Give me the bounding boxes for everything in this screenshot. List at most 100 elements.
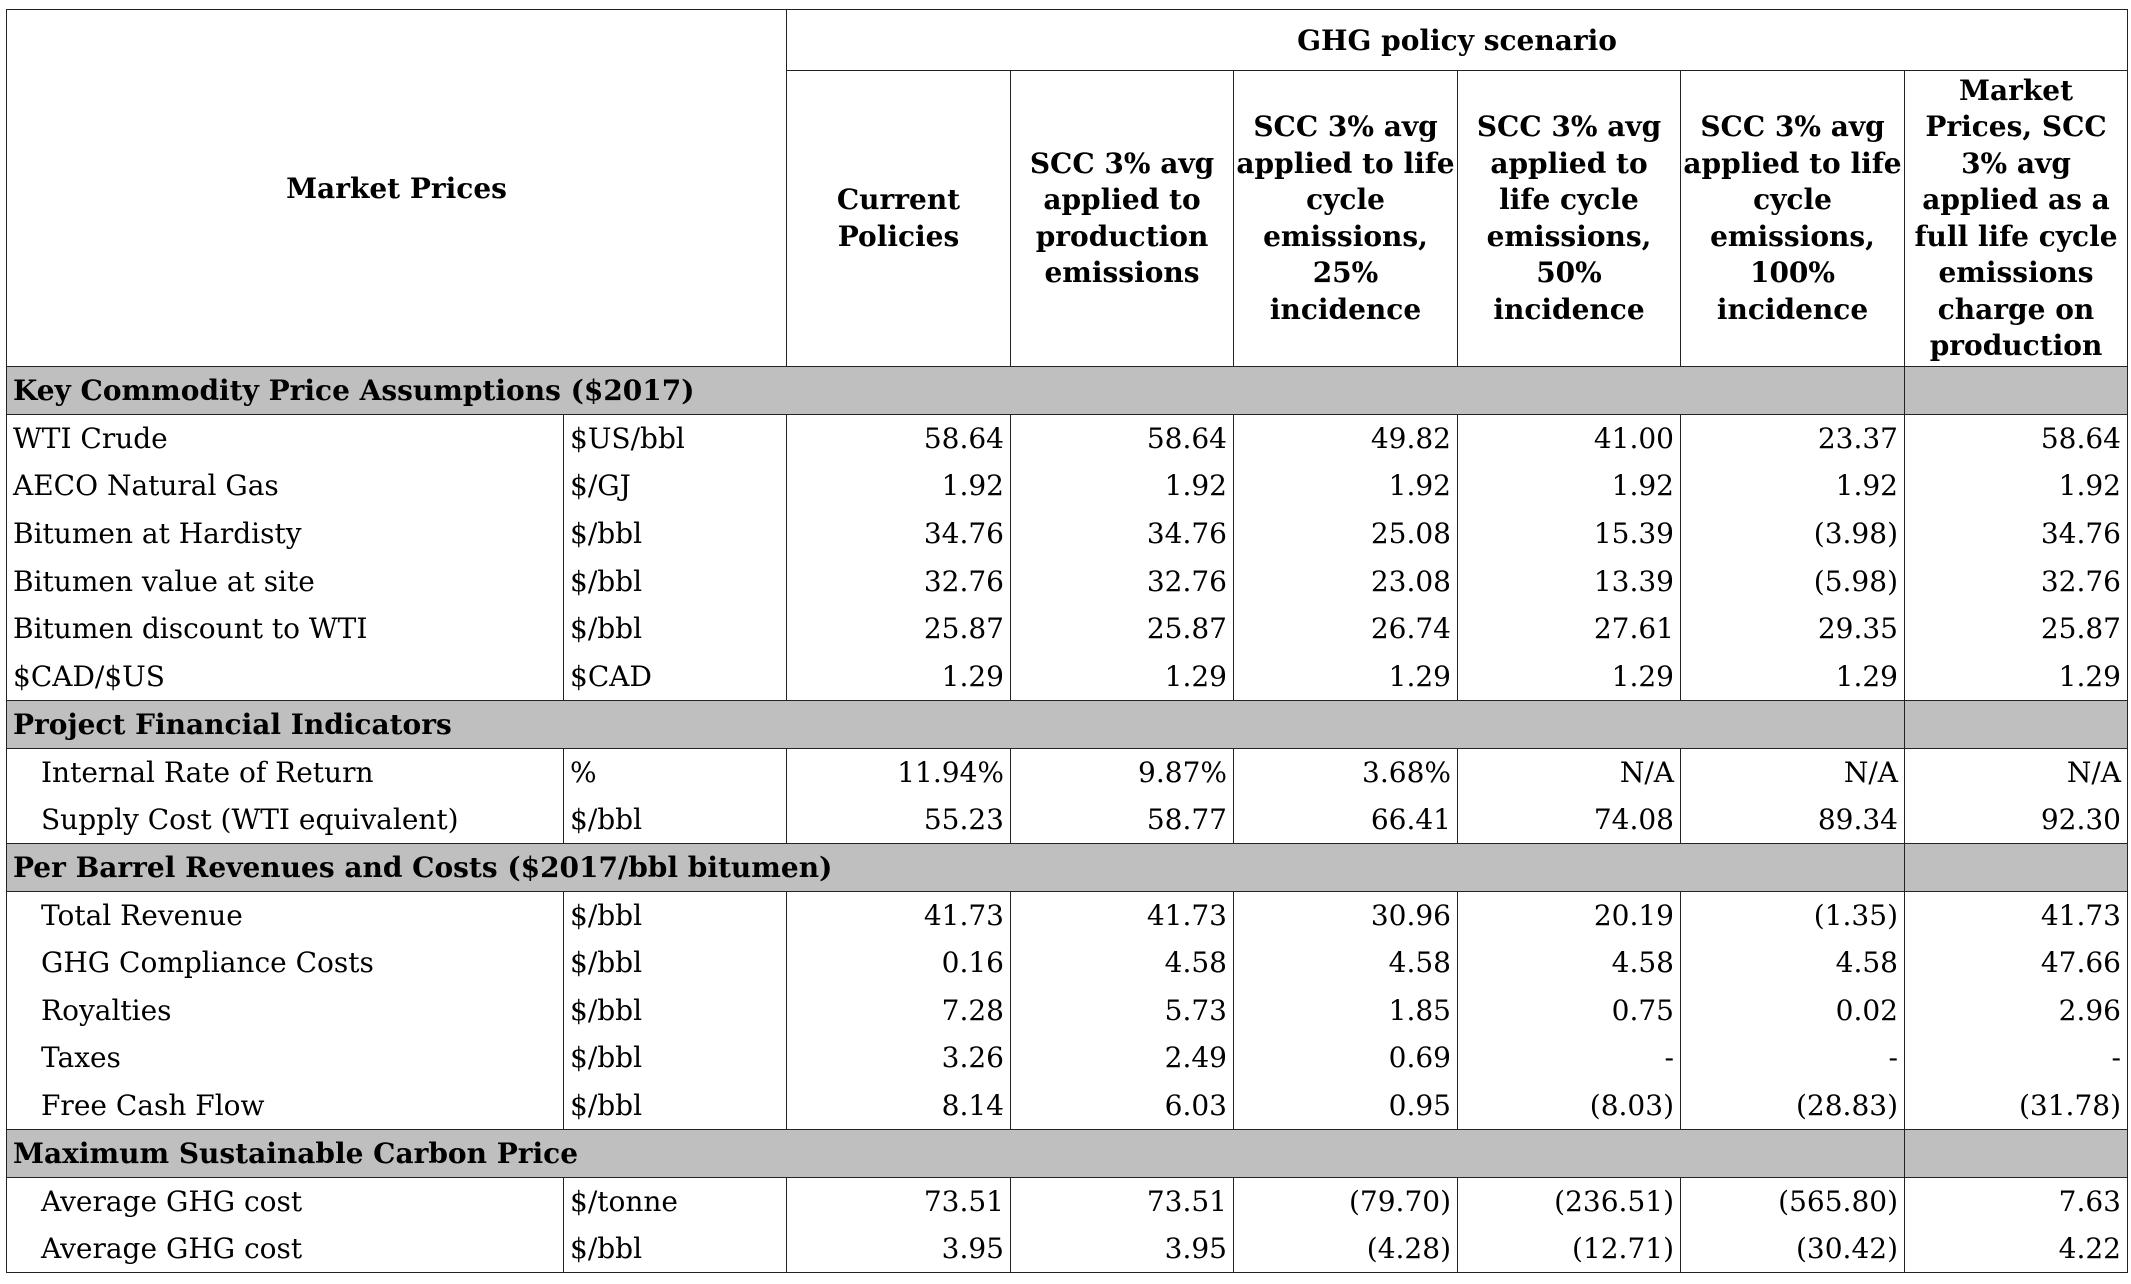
value-cell: 4.58	[1458, 939, 1681, 987]
table-row: Total Revenue $/bbl 41.73 41.73 30.96 20.19 (1…	[7, 891, 2128, 939]
value-cell: 41.73	[787, 891, 1011, 939]
row-label: Average GHG cost	[7, 1225, 564, 1273]
value-cell: 1.85	[1234, 986, 1458, 1034]
value-cell: 0.69	[1234, 1034, 1458, 1082]
value-cell: 73.51	[787, 1177, 1011, 1225]
value-cell: 3.95	[787, 1225, 1011, 1273]
value-cell: 30.96	[1234, 891, 1458, 939]
value-cell: 4.58	[1011, 939, 1234, 987]
section-title: Maximum Sustainable Carbon Price	[7, 1130, 1905, 1178]
value-cell: 58.64	[1905, 414, 2128, 462]
value-cell: (5.98)	[1681, 557, 1905, 605]
value-cell: 4.58	[1234, 939, 1458, 987]
value-cell: (8.03)	[1458, 1082, 1681, 1130]
section-title: Key Commodity Price Assumptions ($2017)	[7, 367, 1905, 415]
value-cell: 49.82	[1234, 414, 1458, 462]
row-label: Average GHG cost	[7, 1177, 564, 1225]
table-row: GHG Compliance Costs $/bbl 0.16 4.58 4.58 4.5…	[7, 939, 2128, 987]
value-cell: 13.39	[1458, 557, 1681, 605]
value-cell: 32.76	[1011, 557, 1234, 605]
row-unit: $/bbl	[564, 510, 787, 558]
table-row: Average GHG cost $/bbl 3.95 3.95 (4.28) (12.7…	[7, 1225, 2128, 1273]
table-row: Free Cash Flow $/bbl 8.14 6.03 0.95 (8.03) (28…	[7, 1082, 2128, 1130]
value-cell: 32.76	[1905, 557, 2128, 605]
value-cell: 7.63	[1905, 1177, 2128, 1225]
value-cell: 11.94%	[787, 748, 1011, 796]
value-cell: 92.30	[1905, 796, 2128, 844]
value-cell: 1.29	[1234, 653, 1458, 701]
value-cell: 23.08	[1234, 557, 1458, 605]
value-cell: 27.61	[1458, 605, 1681, 653]
value-cell: (12.71)	[1458, 1225, 1681, 1273]
row-unit: $/bbl	[564, 891, 787, 939]
value-cell: (79.70)	[1234, 1177, 1458, 1225]
value-cell: 47.66	[1905, 939, 2128, 987]
row-unit: $/bbl	[564, 557, 787, 605]
value-cell: -	[1905, 1034, 2128, 1082]
value-cell: N/A	[1681, 748, 1905, 796]
header-row-1: Market Prices GHG policy scenario	[7, 10, 2128, 71]
value-cell: 1.29	[787, 653, 1011, 701]
column-header: Market Prices, SCC 3% avg applied as a f…	[1905, 71, 2128, 367]
row-label: Royalties	[7, 986, 564, 1034]
value-cell: 41.73	[1905, 891, 2128, 939]
value-cell: 29.35	[1681, 605, 1905, 653]
table-row: Average GHG cost $/tonne 73.51 73.51 (79.70)…	[7, 1177, 2128, 1225]
section-header-row: Maximum Sustainable Carbon Price	[7, 1130, 2128, 1178]
value-cell: 6.03	[1011, 1082, 1234, 1130]
value-cell: 66.41	[1234, 796, 1458, 844]
section-header-row: Per Barrel Revenues and Costs ($2017/bbl…	[7, 843, 2128, 891]
value-cell: 32.76	[787, 557, 1011, 605]
column-header: Current Policies	[787, 71, 1011, 367]
section-spacer	[1905, 700, 2128, 748]
value-cell: 8.14	[787, 1082, 1011, 1130]
section-title: Project Financial Indicators	[7, 700, 1905, 748]
section-spacer	[1905, 843, 2128, 891]
value-cell: -	[1458, 1034, 1681, 1082]
value-cell: 58.64	[787, 414, 1011, 462]
value-cell: 1.92	[1458, 462, 1681, 510]
value-cell: 20.19	[1458, 891, 1681, 939]
table-row: Taxes $/bbl 3.26 2.49 0.69- - -	[7, 1034, 2128, 1082]
value-cell: 3.26	[787, 1034, 1011, 1082]
value-cell: (1.35)	[1681, 891, 1905, 939]
row-unit: $/bbl	[564, 1082, 787, 1130]
row-label: AECO Natural Gas	[7, 462, 564, 510]
value-cell: (236.51)	[1458, 1177, 1681, 1225]
table-row: AECO Natural Gas $/GJ 1.92 1.92 1.92 1.92 1.92…	[7, 462, 2128, 510]
value-cell: 74.08	[1458, 796, 1681, 844]
column-header: SCC 3% avg applied to life cycle emissio…	[1458, 71, 1681, 367]
value-cell: 0.95	[1234, 1082, 1458, 1130]
value-cell: 1.29	[1458, 653, 1681, 701]
value-cell: 1.92	[1905, 462, 2128, 510]
section-spacer	[1905, 367, 2128, 415]
row-label: Taxes	[7, 1034, 564, 1082]
value-cell: 25.87	[1011, 605, 1234, 653]
value-cell: 73.51	[1011, 1177, 1234, 1225]
row-label: Bitumen value at site	[7, 557, 564, 605]
table-row: Bitumen value at site $/bbl 32.76 32.76 23.0…	[7, 557, 2128, 605]
row-label: Internal Rate of Return	[7, 748, 564, 796]
row-label: Supply Cost (WTI equivalent)	[7, 796, 564, 844]
value-cell: (4.28)	[1234, 1225, 1458, 1273]
value-cell: 4.22	[1905, 1225, 2128, 1273]
value-cell: 5.73	[1011, 986, 1234, 1034]
scenario-group-header: GHG policy scenario	[787, 10, 2128, 71]
value-cell: 1.29	[1011, 653, 1234, 701]
value-cell: 1.29	[1905, 653, 2128, 701]
column-header: SCC 3% avg applied to life cycle emissio…	[1681, 71, 1905, 367]
section-header-row: Project Financial Indicators	[7, 700, 2128, 748]
value-cell: 1.92	[1011, 462, 1234, 510]
row-unit: $/tonne	[564, 1177, 787, 1225]
value-cell: 34.76	[1905, 510, 2128, 558]
value-cell: 2.96	[1905, 986, 2128, 1034]
value-cell: 34.76	[1011, 510, 1234, 558]
value-cell: (30.42)	[1681, 1225, 1905, 1273]
value-cell: 0.75	[1458, 986, 1681, 1034]
section-header-row: Key Commodity Price Assumptions ($2017)	[7, 367, 2128, 415]
table-row: Bitumen at Hardisty $/bbl 34.76 34.76 25.08 1…	[7, 510, 2128, 558]
row-unit: $/bbl	[564, 986, 787, 1034]
value-cell: 25.08	[1234, 510, 1458, 558]
table-title: Market Prices	[7, 10, 787, 367]
row-unit: $/bbl	[564, 1225, 787, 1273]
